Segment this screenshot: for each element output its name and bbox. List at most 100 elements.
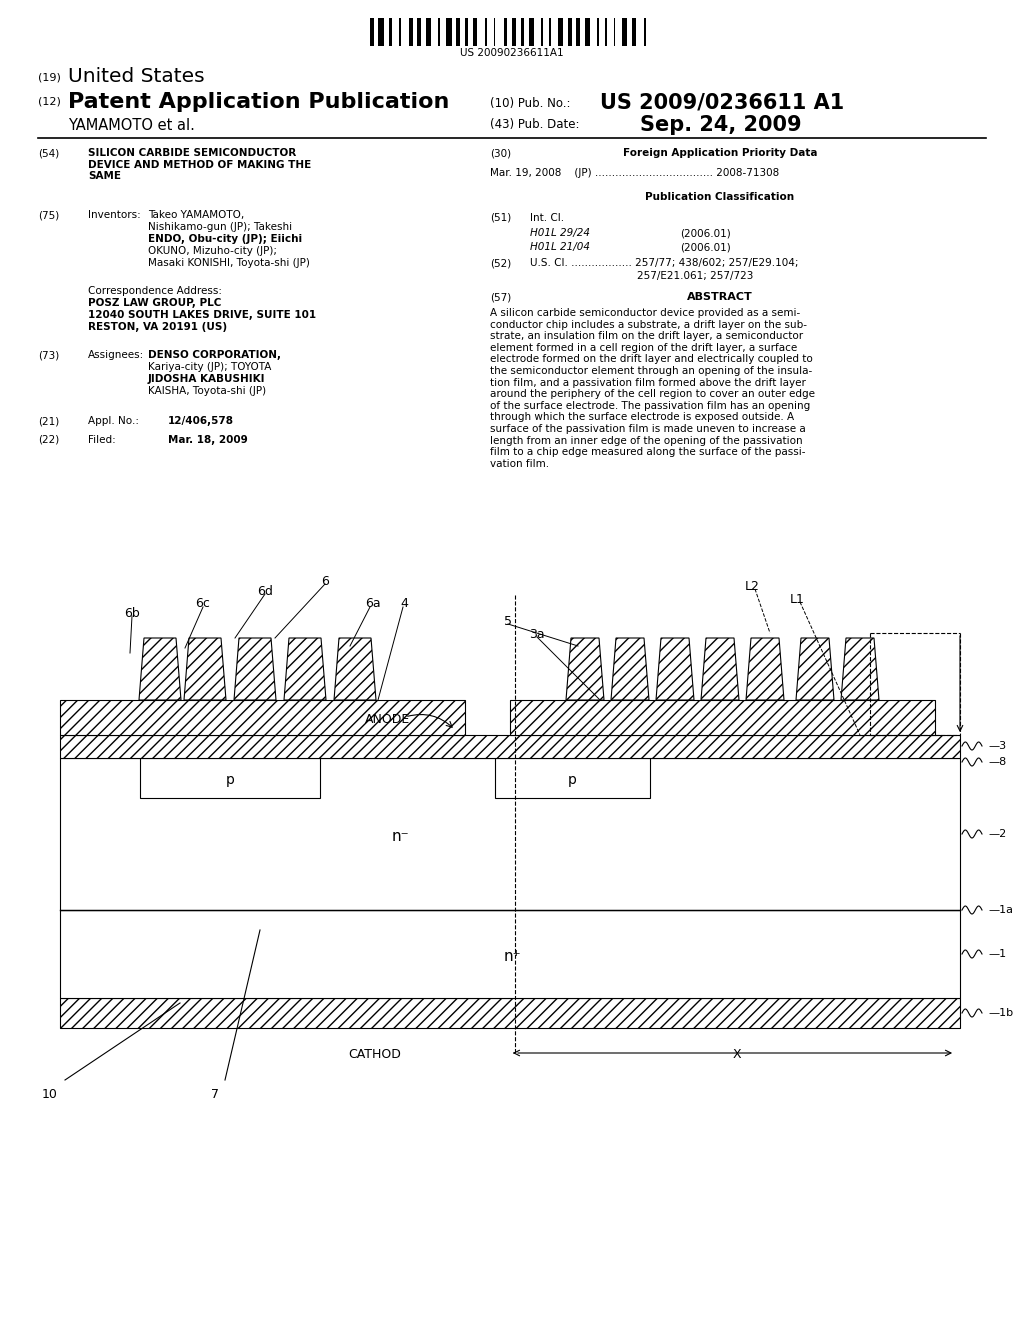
Polygon shape — [746, 638, 784, 700]
Bar — [605, 18, 607, 46]
Text: L1: L1 — [790, 593, 805, 606]
Bar — [60, 700, 465, 735]
Text: ENDO, Obu-city (JP); Eiichi: ENDO, Obu-city (JP); Eiichi — [148, 234, 302, 244]
Text: (21): (21) — [38, 416, 59, 426]
Polygon shape — [611, 638, 649, 700]
Text: (73): (73) — [38, 350, 59, 360]
Text: H01L 21/04: H01L 21/04 — [530, 242, 590, 252]
Bar — [577, 18, 580, 46]
Polygon shape — [234, 638, 276, 700]
Text: 6d: 6d — [257, 585, 273, 598]
Text: US 20090236611A1: US 20090236611A1 — [460, 48, 564, 58]
Text: (12): (12) — [38, 96, 60, 107]
Polygon shape — [841, 638, 879, 700]
Text: —2: —2 — [988, 829, 1007, 840]
Bar — [585, 18, 590, 46]
Bar — [60, 998, 961, 1028]
Text: Nishikamo-gun (JP); Takeshi: Nishikamo-gun (JP); Takeshi — [148, 222, 292, 232]
Bar — [473, 18, 477, 46]
Text: (30): (30) — [490, 148, 511, 158]
Bar — [370, 18, 374, 46]
Polygon shape — [334, 638, 376, 700]
Bar — [418, 18, 421, 46]
Text: JIDOSHA KABUSHIKI: JIDOSHA KABUSHIKI — [148, 374, 265, 384]
Text: X: X — [733, 1048, 741, 1061]
Text: —3: —3 — [988, 741, 1007, 751]
Bar — [388, 18, 392, 46]
Text: Kariya-city (JP); TOYOTA: Kariya-city (JP); TOYOTA — [148, 362, 271, 372]
Text: 3a: 3a — [529, 628, 545, 642]
Text: 5: 5 — [504, 615, 512, 628]
Text: (2006.01): (2006.01) — [680, 242, 731, 252]
Text: ABSTRACT: ABSTRACT — [687, 292, 753, 302]
Text: Sep. 24, 2009: Sep. 24, 2009 — [640, 115, 802, 135]
Bar — [622, 18, 628, 46]
Polygon shape — [184, 638, 226, 700]
Bar — [426, 18, 431, 46]
Text: KAISHA, Toyota-shi (JP): KAISHA, Toyota-shi (JP) — [148, 385, 266, 396]
Text: p: p — [225, 774, 234, 787]
Bar — [409, 18, 413, 46]
Text: Mar. 18, 2009: Mar. 18, 2009 — [168, 436, 248, 445]
Polygon shape — [566, 638, 604, 700]
Bar — [140, 758, 319, 799]
Text: Patent Application Publication: Patent Application Publication — [68, 92, 450, 112]
Text: Filed:: Filed: — [88, 436, 116, 445]
Bar — [504, 18, 508, 46]
Text: p: p — [567, 774, 577, 787]
Text: Publication Classification: Publication Classification — [645, 191, 795, 202]
Polygon shape — [701, 638, 739, 700]
Bar — [379, 18, 384, 46]
Bar — [568, 18, 571, 46]
Polygon shape — [284, 638, 326, 700]
Text: 257/E21.061; 257/723: 257/E21.061; 257/723 — [637, 271, 754, 281]
Polygon shape — [656, 638, 694, 700]
Bar — [494, 18, 496, 46]
Text: 12/406,578: 12/406,578 — [168, 416, 234, 426]
Text: RESTON, VA 20191 (US): RESTON, VA 20191 (US) — [88, 322, 227, 333]
Polygon shape — [796, 638, 834, 700]
Bar — [510, 700, 935, 735]
Text: —1a: —1a — [988, 906, 1013, 915]
Text: (10) Pub. No.:: (10) Pub. No.: — [490, 96, 570, 110]
Text: 10: 10 — [42, 1088, 58, 1101]
Bar — [644, 18, 646, 46]
Bar — [541, 18, 543, 46]
Text: SILICON CARBIDE SEMICONDUCTOR
DEVICE AND METHOD OF MAKING THE
SAME: SILICON CARBIDE SEMICONDUCTOR DEVICE AND… — [88, 148, 311, 181]
Text: H01L 29/24: H01L 29/24 — [530, 228, 590, 238]
Text: —1: —1 — [988, 949, 1007, 960]
Bar — [558, 18, 563, 46]
Text: 6c: 6c — [196, 597, 211, 610]
Text: 6: 6 — [322, 576, 329, 587]
Text: 4: 4 — [400, 597, 408, 610]
Polygon shape — [139, 638, 181, 700]
Text: (22): (22) — [38, 436, 59, 445]
Text: n⁺: n⁺ — [503, 949, 521, 964]
Text: (19): (19) — [38, 73, 60, 82]
Text: U.S. Cl. .................. 257/77; 438/602; 257/E29.104;: U.S. Cl. .................. 257/77; 438/… — [530, 257, 799, 268]
Bar — [485, 18, 487, 46]
Text: —1b: —1b — [988, 1008, 1013, 1018]
Text: POSZ LAW GROUP, PLC: POSZ LAW GROUP, PLC — [88, 298, 221, 308]
Text: ANODE: ANODE — [365, 713, 411, 726]
Text: —8: —8 — [988, 756, 1007, 767]
Text: Int. Cl.: Int. Cl. — [530, 213, 564, 223]
Text: n⁻: n⁻ — [391, 829, 409, 843]
Bar — [520, 18, 524, 46]
Text: (51): (51) — [490, 213, 511, 223]
Text: Appl. No.:: Appl. No.: — [88, 416, 139, 426]
Text: Masaki KONISHI, Toyota-shi (JP): Masaki KONISHI, Toyota-shi (JP) — [148, 257, 310, 268]
Bar — [550, 18, 551, 46]
Bar — [495, 758, 650, 799]
Text: DENSO CORPORATION,: DENSO CORPORATION, — [148, 350, 281, 360]
Text: 6b: 6b — [124, 607, 140, 620]
Bar — [632, 18, 636, 46]
Text: (43) Pub. Date:: (43) Pub. Date: — [490, 117, 580, 131]
Bar — [457, 18, 460, 46]
Text: Foreign Application Priority Data: Foreign Application Priority Data — [623, 148, 817, 158]
Bar — [438, 18, 439, 46]
Bar — [60, 758, 961, 909]
Bar — [60, 909, 961, 998]
Text: L2: L2 — [744, 579, 760, 593]
Text: (57): (57) — [490, 292, 511, 302]
